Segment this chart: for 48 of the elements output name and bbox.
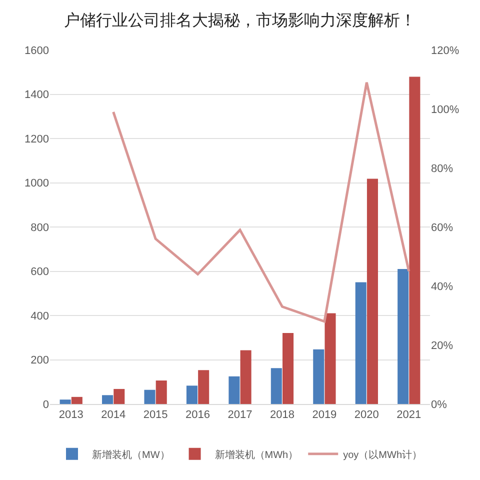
bar: [186, 386, 198, 404]
bar: [114, 388, 125, 404]
y2-tick-label: 80%: [431, 162, 454, 175]
x-tick-label: 2018: [270, 409, 294, 422]
bar: [366, 178, 378, 404]
x-tick-label: 2021: [396, 409, 422, 422]
y-tick-label: 1000: [24, 178, 49, 190]
y2-tick-label: 120%: [431, 44, 460, 57]
x-tick-label: 2017: [228, 409, 252, 422]
y2-tick-label: 100%: [431, 104, 460, 116]
bar: [313, 349, 324, 404]
y2-tick-label: 20%: [431, 340, 454, 352]
bar: [228, 376, 240, 404]
bar: [60, 400, 71, 404]
legend-label: 新增装机（MW）: [92, 448, 170, 461]
x-tick-label: 2013: [58, 409, 84, 422]
bar: [282, 332, 294, 404]
y-tick-label: 1200: [24, 133, 49, 146]
y-tick-label: 1400: [24, 89, 49, 102]
y2-tick-label: 60%: [431, 222, 454, 234]
bar: [355, 282, 366, 404]
line-series: [112, 81, 410, 323]
chart-title: 户储行业公司排名大揭秘，市场影响力深度解析！: [64, 12, 416, 30]
bar: [156, 380, 167, 404]
bar: [324, 313, 336, 404]
y-tick-label: 600: [30, 266, 49, 278]
y2-tick-label: 40%: [431, 280, 454, 293]
bar: [240, 350, 252, 404]
y-tick-label: 800: [30, 222, 49, 234]
y-tick-label: 1600: [24, 44, 49, 57]
x-tick-label: 2016: [186, 409, 210, 422]
x-tick-label: 2019: [312, 409, 337, 422]
y-tick-label: 200: [30, 354, 49, 367]
x-tick-label: 2015: [143, 409, 168, 422]
bar: [270, 368, 282, 404]
bar: [102, 395, 114, 404]
legend-label: 新增装机（MWh）: [214, 448, 298, 461]
y2-tick-label: 0%: [431, 398, 448, 411]
bar: [409, 76, 420, 404]
x-tick-label: 2014: [101, 409, 126, 422]
bar: [144, 390, 156, 404]
y-tick-label: 400: [30, 310, 49, 322]
bar: [398, 269, 409, 404]
y-tick-label: 0: [42, 398, 49, 411]
x-tick-label: 2020: [354, 409, 379, 422]
bar: [71, 396, 82, 404]
legend-label: yoy（以MWh计）: [343, 448, 422, 461]
bar: [198, 370, 210, 404]
